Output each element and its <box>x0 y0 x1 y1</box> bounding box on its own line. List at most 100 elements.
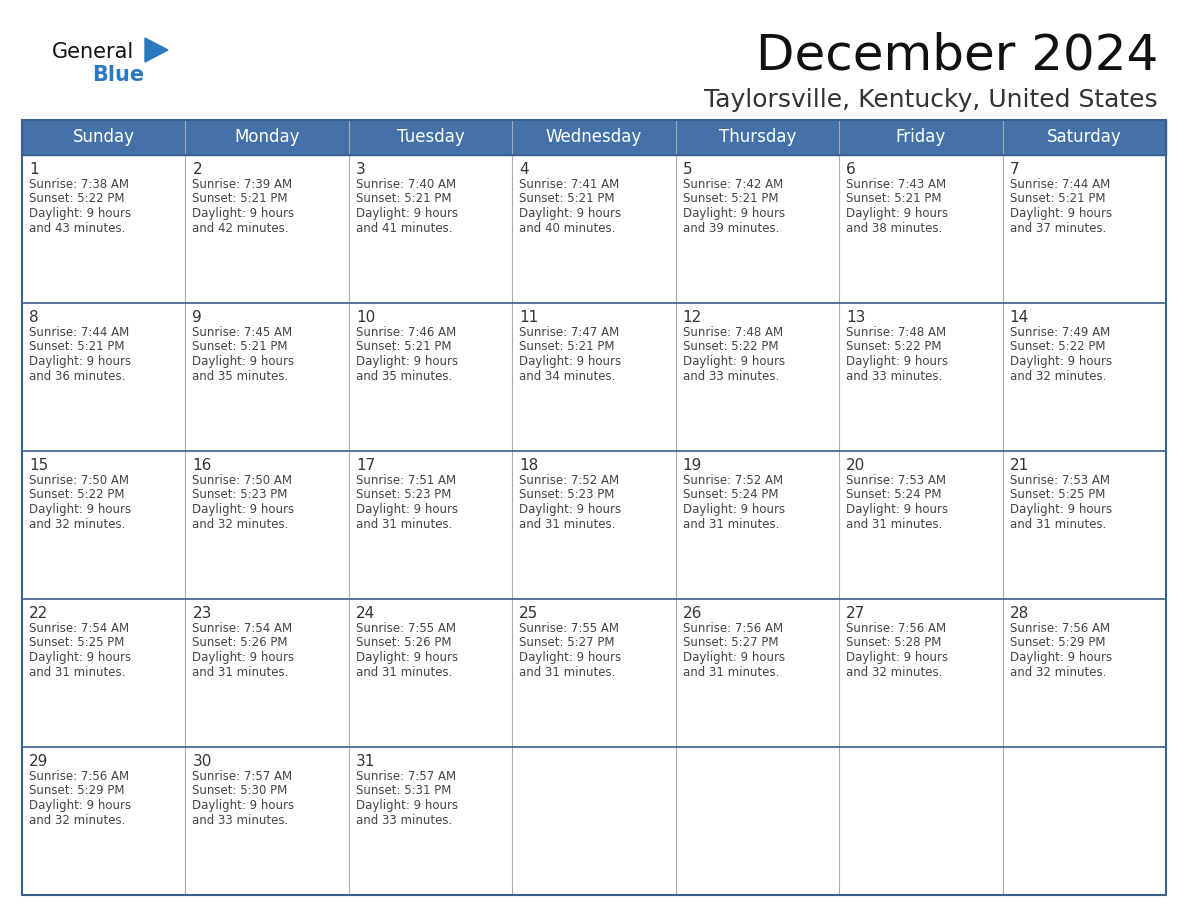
Text: Sunset: 5:21 PM: Sunset: 5:21 PM <box>683 193 778 206</box>
Text: Sunrise: 7:56 AM: Sunrise: 7:56 AM <box>683 622 783 635</box>
Text: Sunrise: 7:54 AM: Sunrise: 7:54 AM <box>192 622 292 635</box>
Text: Daylight: 9 hours: Daylight: 9 hours <box>356 799 459 812</box>
Text: Sunrise: 7:56 AM: Sunrise: 7:56 AM <box>846 622 947 635</box>
Text: 20: 20 <box>846 458 865 473</box>
Text: 23: 23 <box>192 606 211 621</box>
Text: Sunset: 5:23 PM: Sunset: 5:23 PM <box>192 488 287 501</box>
Text: Sunrise: 7:41 AM: Sunrise: 7:41 AM <box>519 178 619 191</box>
Text: and 31 minutes.: and 31 minutes. <box>356 666 453 678</box>
Text: Sunset: 5:28 PM: Sunset: 5:28 PM <box>846 636 942 650</box>
Text: Sunset: 5:21 PM: Sunset: 5:21 PM <box>356 193 451 206</box>
Text: Daylight: 9 hours: Daylight: 9 hours <box>192 799 295 812</box>
Text: 29: 29 <box>29 754 49 769</box>
Text: Sunset: 5:22 PM: Sunset: 5:22 PM <box>29 193 125 206</box>
Text: Monday: Monday <box>234 129 299 147</box>
Text: Sunset: 5:21 PM: Sunset: 5:21 PM <box>519 193 614 206</box>
Text: and 34 minutes.: and 34 minutes. <box>519 370 615 383</box>
Text: and 33 minutes.: and 33 minutes. <box>356 813 453 826</box>
Text: and 35 minutes.: and 35 minutes. <box>192 370 289 383</box>
Text: and 33 minutes.: and 33 minutes. <box>192 813 289 826</box>
Text: Daylight: 9 hours: Daylight: 9 hours <box>1010 355 1112 368</box>
Text: Sunrise: 7:57 AM: Sunrise: 7:57 AM <box>356 770 456 783</box>
Text: Thursday: Thursday <box>719 129 796 147</box>
Text: Sunrise: 7:51 AM: Sunrise: 7:51 AM <box>356 474 456 487</box>
Text: 24: 24 <box>356 606 375 621</box>
Text: Sunrise: 7:55 AM: Sunrise: 7:55 AM <box>519 622 619 635</box>
Text: Sunset: 5:21 PM: Sunset: 5:21 PM <box>192 341 287 353</box>
Text: Sunday: Sunday <box>72 129 134 147</box>
Text: Sunrise: 7:46 AM: Sunrise: 7:46 AM <box>356 326 456 339</box>
Text: 12: 12 <box>683 310 702 325</box>
Text: and 31 minutes.: and 31 minutes. <box>519 518 615 531</box>
Text: 31: 31 <box>356 754 375 769</box>
Text: Daylight: 9 hours: Daylight: 9 hours <box>1010 207 1112 220</box>
Text: Sunset: 5:22 PM: Sunset: 5:22 PM <box>846 341 942 353</box>
Text: Sunrise: 7:54 AM: Sunrise: 7:54 AM <box>29 622 129 635</box>
Text: and 32 minutes.: and 32 minutes. <box>1010 370 1106 383</box>
Text: Daylight: 9 hours: Daylight: 9 hours <box>192 207 295 220</box>
Text: Sunset: 5:27 PM: Sunset: 5:27 PM <box>519 636 614 650</box>
Text: 25: 25 <box>519 606 538 621</box>
Text: Sunset: 5:21 PM: Sunset: 5:21 PM <box>192 193 287 206</box>
Text: Sunrise: 7:55 AM: Sunrise: 7:55 AM <box>356 622 456 635</box>
Text: Sunset: 5:23 PM: Sunset: 5:23 PM <box>519 488 614 501</box>
Text: Daylight: 9 hours: Daylight: 9 hours <box>683 355 785 368</box>
Text: Daylight: 9 hours: Daylight: 9 hours <box>846 651 948 664</box>
Text: Daylight: 9 hours: Daylight: 9 hours <box>519 207 621 220</box>
Text: Sunrise: 7:44 AM: Sunrise: 7:44 AM <box>29 326 129 339</box>
Polygon shape <box>145 38 168 62</box>
Text: 7: 7 <box>1010 162 1019 177</box>
Text: Sunset: 5:21 PM: Sunset: 5:21 PM <box>29 341 125 353</box>
Text: Sunrise: 7:53 AM: Sunrise: 7:53 AM <box>846 474 946 487</box>
Text: Daylight: 9 hours: Daylight: 9 hours <box>29 207 131 220</box>
Text: and 31 minutes.: and 31 minutes. <box>683 666 779 678</box>
Text: Sunset: 5:27 PM: Sunset: 5:27 PM <box>683 636 778 650</box>
Text: Sunset: 5:21 PM: Sunset: 5:21 PM <box>1010 193 1105 206</box>
Bar <box>23 120 1165 895</box>
Text: Daylight: 9 hours: Daylight: 9 hours <box>192 355 295 368</box>
Text: Daylight: 9 hours: Daylight: 9 hours <box>519 651 621 664</box>
Text: Daylight: 9 hours: Daylight: 9 hours <box>683 503 785 516</box>
Text: and 40 minutes.: and 40 minutes. <box>519 221 615 234</box>
Text: Daylight: 9 hours: Daylight: 9 hours <box>519 503 621 516</box>
Bar <box>23 120 1165 155</box>
Text: 28: 28 <box>1010 606 1029 621</box>
Text: and 35 minutes.: and 35 minutes. <box>356 370 453 383</box>
Text: Daylight: 9 hours: Daylight: 9 hours <box>519 355 621 368</box>
Text: Daylight: 9 hours: Daylight: 9 hours <box>356 207 459 220</box>
Text: Sunset: 5:22 PM: Sunset: 5:22 PM <box>1010 341 1105 353</box>
Text: Sunrise: 7:57 AM: Sunrise: 7:57 AM <box>192 770 292 783</box>
Text: Sunrise: 7:47 AM: Sunrise: 7:47 AM <box>519 326 619 339</box>
Text: Sunset: 5:25 PM: Sunset: 5:25 PM <box>29 636 125 650</box>
Text: Wednesday: Wednesday <box>545 129 643 147</box>
Text: Sunrise: 7:48 AM: Sunrise: 7:48 AM <box>683 326 783 339</box>
Text: Sunset: 5:21 PM: Sunset: 5:21 PM <box>846 193 942 206</box>
Text: Sunrise: 7:39 AM: Sunrise: 7:39 AM <box>192 178 292 191</box>
Text: Sunset: 5:25 PM: Sunset: 5:25 PM <box>1010 488 1105 501</box>
Text: Sunrise: 7:50 AM: Sunrise: 7:50 AM <box>29 474 129 487</box>
Text: Sunset: 5:23 PM: Sunset: 5:23 PM <box>356 488 451 501</box>
Text: Sunset: 5:24 PM: Sunset: 5:24 PM <box>846 488 942 501</box>
Text: and 42 minutes.: and 42 minutes. <box>192 221 289 234</box>
Text: Saturday: Saturday <box>1047 129 1121 147</box>
Text: 18: 18 <box>519 458 538 473</box>
Text: Sunrise: 7:52 AM: Sunrise: 7:52 AM <box>519 474 619 487</box>
Text: and 43 minutes.: and 43 minutes. <box>29 221 126 234</box>
Text: 16: 16 <box>192 458 211 473</box>
Text: Daylight: 9 hours: Daylight: 9 hours <box>29 355 131 368</box>
Text: Daylight: 9 hours: Daylight: 9 hours <box>846 503 948 516</box>
Text: Sunset: 5:24 PM: Sunset: 5:24 PM <box>683 488 778 501</box>
Text: Sunset: 5:21 PM: Sunset: 5:21 PM <box>356 341 451 353</box>
Text: Daylight: 9 hours: Daylight: 9 hours <box>683 651 785 664</box>
Text: 13: 13 <box>846 310 866 325</box>
Text: Sunrise: 7:44 AM: Sunrise: 7:44 AM <box>1010 178 1110 191</box>
Text: Daylight: 9 hours: Daylight: 9 hours <box>356 355 459 368</box>
Text: Sunrise: 7:40 AM: Sunrise: 7:40 AM <box>356 178 456 191</box>
Text: 30: 30 <box>192 754 211 769</box>
Text: 10: 10 <box>356 310 375 325</box>
Text: December 2024: December 2024 <box>756 31 1158 79</box>
Text: Sunrise: 7:42 AM: Sunrise: 7:42 AM <box>683 178 783 191</box>
Text: 26: 26 <box>683 606 702 621</box>
Text: Daylight: 9 hours: Daylight: 9 hours <box>846 355 948 368</box>
Text: and 32 minutes.: and 32 minutes. <box>846 666 942 678</box>
